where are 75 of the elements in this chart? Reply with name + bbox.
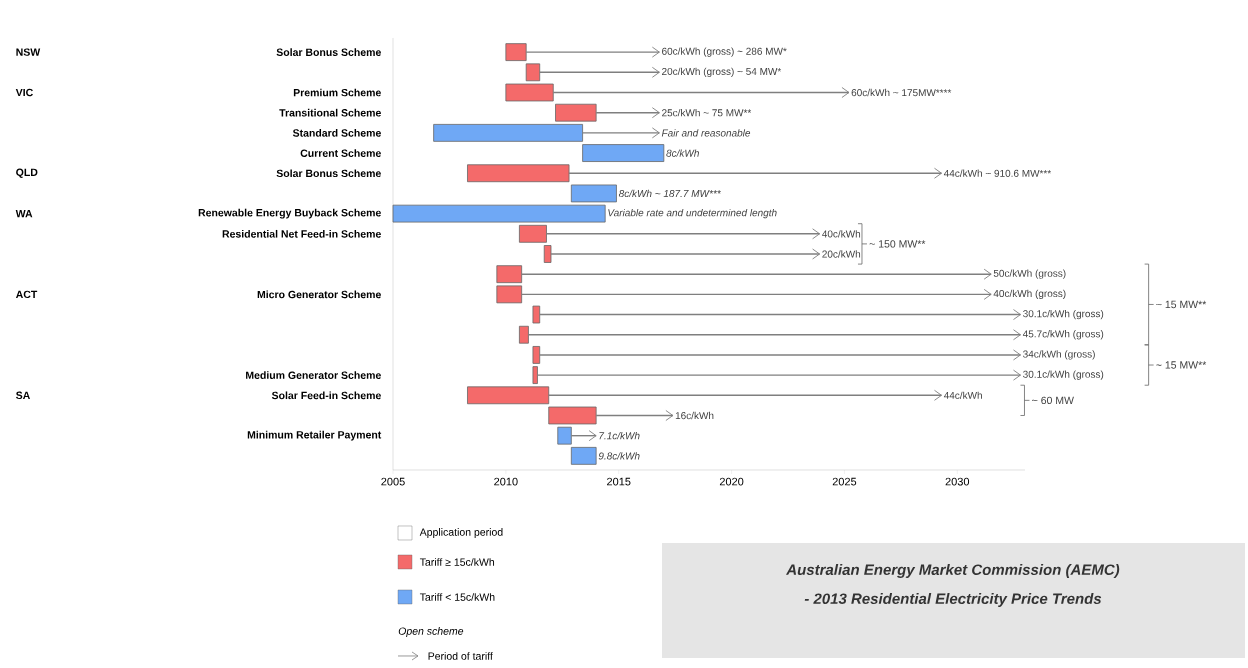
text: - 2013 Residential Electricity Price Trends: [804, 592, 1102, 607]
bar: [557, 426, 572, 445]
legend-label: Tariff < 15c/kWh: [419, 593, 495, 601]
x-tick-label: 2010: [494, 477, 518, 486]
bar: [519, 325, 529, 344]
text: ~ 60 MW: [1032, 396, 1074, 405]
annotation: 8c/kWh: [666, 149, 699, 157]
bar: [525, 63, 541, 82]
annotation: 30.1c/kWh (gross): [1023, 309, 1104, 320]
text: ~ 15 MW**: [1156, 361, 1207, 369]
annotation: 7.1c/kWh: [599, 432, 640, 440]
bar: [467, 164, 570, 183]
y-tick-label: Solar Bonus Scheme: [276, 169, 381, 178]
annotation: 25c/kWh ~ 75 MW**: [662, 109, 752, 117]
text: VIC: [15, 88, 33, 97]
y-tick-label: Medium Generator Scheme: [246, 371, 381, 379]
y-tick-label: Current Scheme: [300, 149, 381, 157]
y-tick-label: Micro Generator Scheme: [257, 290, 381, 299]
annotation: Fair and reasonable: [661, 129, 751, 137]
annotation: 30.1c/kWh (gross): [1023, 370, 1104, 380]
y-tick-label: Standard Scheme: [292, 129, 381, 137]
y-tick-label: Transitional Scheme: [279, 108, 381, 117]
annotation: 40c/kWh: [822, 230, 861, 238]
text: Application period: [419, 528, 503, 538]
x-tick-label: 2020: [719, 477, 744, 486]
y-tick-label: Solar Bonus Scheme: [276, 48, 381, 56]
text: Open scheme: [398, 627, 464, 637]
annotation: 20c/kWh (gross) ~ 54 MW*: [662, 67, 782, 77]
bar: [433, 123, 583, 142]
annotation: 45.7c/kWh (gross): [1022, 330, 1104, 340]
bar: [532, 366, 538, 384]
bar: [532, 305, 541, 324]
annotation: 44c/kWh ~ 910.6 MW***: [943, 169, 1052, 177]
y-tick-label: Minimum Retailer Payment: [247, 430, 382, 441]
bar: [532, 346, 541, 364]
x-tick-label: 2015: [607, 477, 631, 486]
bar: [555, 103, 597, 122]
text: NSW: [16, 48, 41, 56]
annotation: 16c/kWh: [675, 411, 714, 420]
x-tick-label: 2030: [945, 477, 970, 486]
annotation: 9.8c/kWh: [598, 452, 640, 460]
annotation: Variable rate and undetermined length: [608, 208, 777, 219]
bar: [496, 285, 523, 304]
annotation: 44c/kWh: [943, 391, 982, 399]
annotation: 50c/kWh (gross): [993, 269, 1066, 279]
annotation: 60c/kWh (gross) ~ 286 MW*: [662, 47, 787, 57]
bar: [548, 406, 597, 425]
bar: [543, 245, 552, 263]
text: SA: [16, 391, 30, 400]
annotation: 8c/kWh ~ 187.7 MW***: [618, 189, 721, 198]
annotation: 60c/kWh ~ 175MW****: [851, 88, 952, 97]
text: WA: [15, 210, 33, 218]
x-tick-label: 2025: [832, 477, 857, 486]
bar: [582, 144, 665, 162]
text: QLD: [16, 168, 38, 178]
text: ACT: [15, 290, 38, 299]
bar: [519, 224, 547, 243]
bar: [467, 386, 550, 405]
y-tick-label: Solar Feed-in Scheme: [271, 391, 381, 400]
annotation: 34c/kWh (gross): [1023, 350, 1095, 360]
text: ~ 15 MW**: [1156, 300, 1207, 309]
bar: [505, 43, 527, 61]
legend-label: Period of tariff: [428, 652, 493, 660]
text: Australian Energy Market Commission (AEMC): [785, 563, 1120, 578]
annotation: ~ 150 MW**: [869, 240, 926, 248]
annotation: 40c/kWh (gross): [993, 289, 1066, 300]
bar: [505, 83, 554, 102]
bar: [570, 446, 597, 465]
legend-label: Tariff ≥ 15c/kWh: [419, 558, 495, 566]
bar: [496, 265, 523, 284]
annotation: 20c/kWh: [822, 250, 861, 258]
y-tick-label: Renewable Energy Buyback Scheme: [198, 208, 381, 219]
y-tick-label: Residential Net Feed-in Scheme: [222, 229, 381, 238]
x-tick-label: 2005: [381, 477, 405, 486]
y-tick-label: Premium Scheme: [293, 88, 381, 97]
